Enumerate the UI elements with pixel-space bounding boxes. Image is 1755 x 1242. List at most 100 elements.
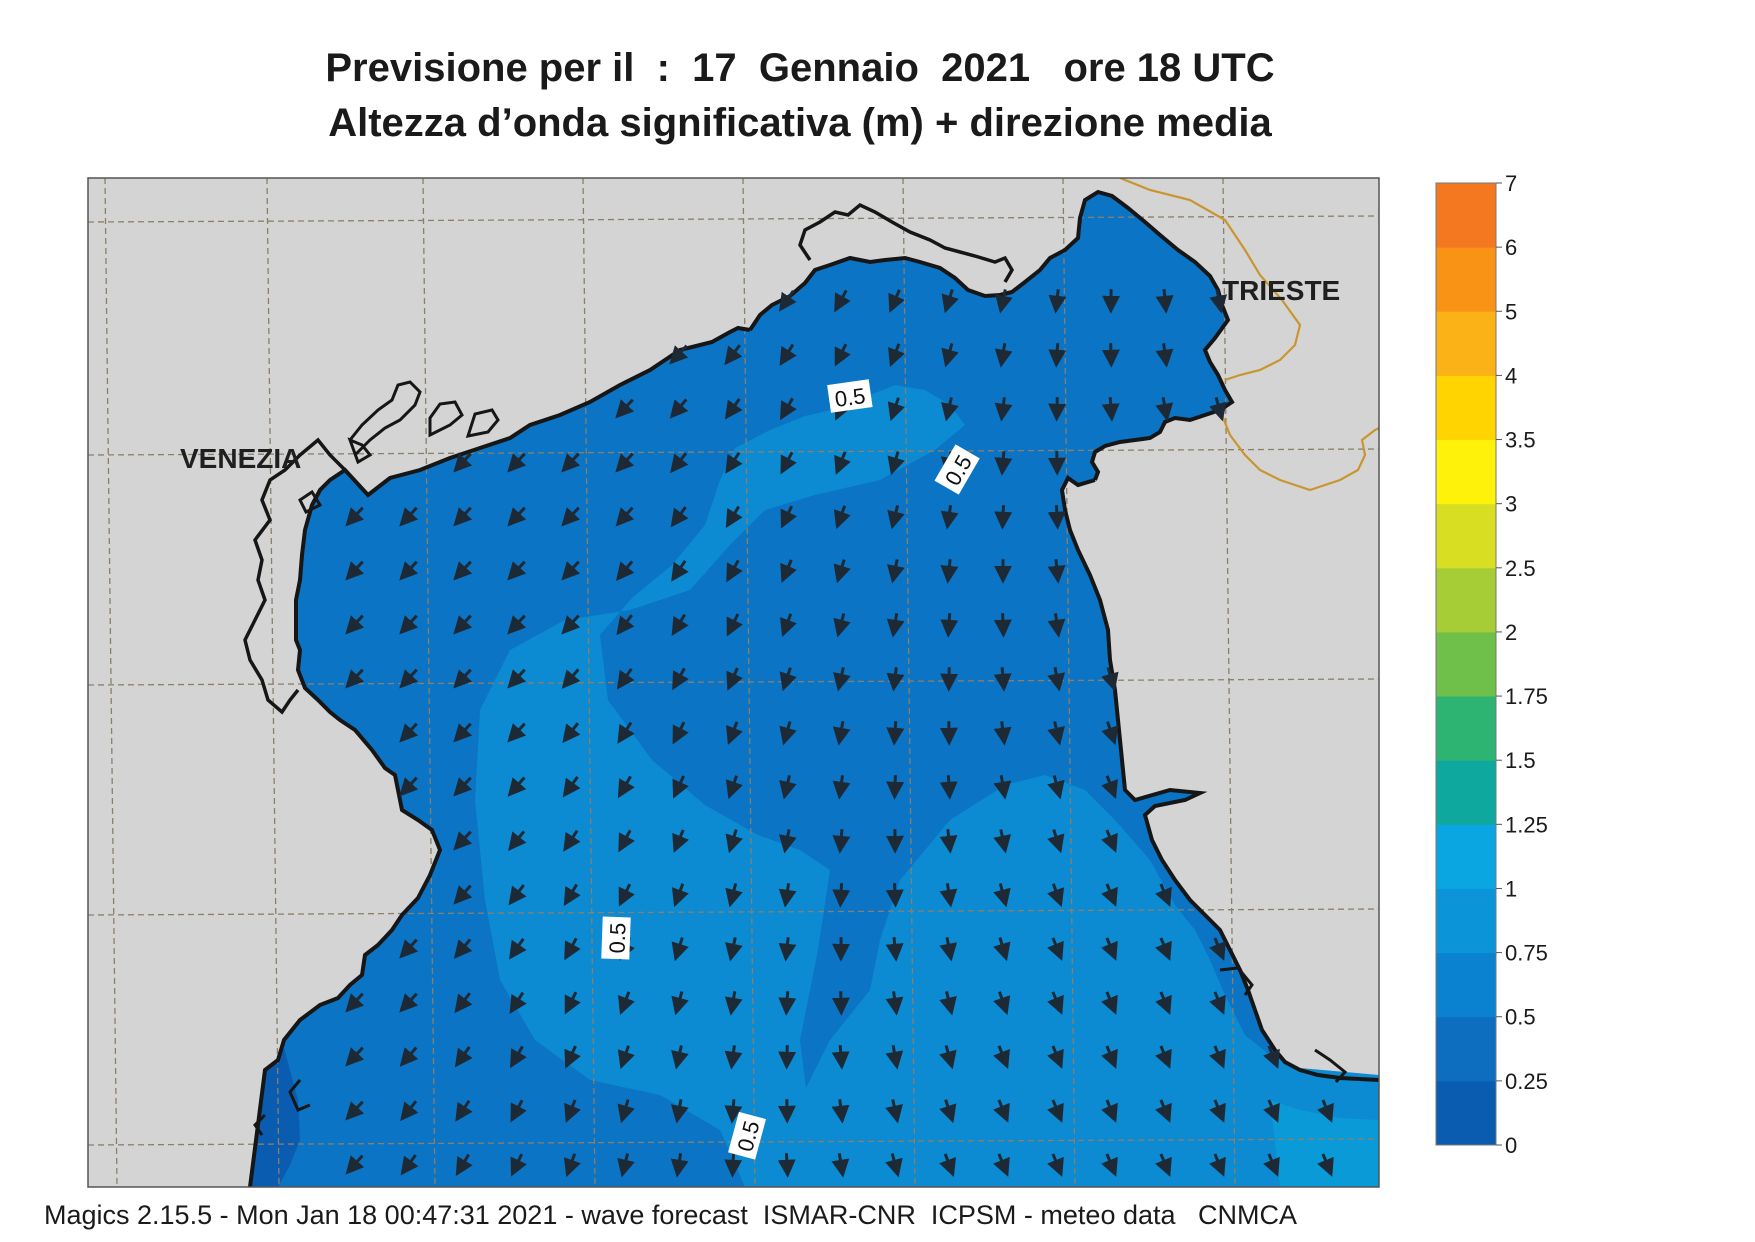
wave-direction-arrow [941, 397, 959, 422]
wave-direction-arrow [564, 937, 581, 961]
wave-direction-arrow [940, 505, 959, 530]
wave-direction-arrow [885, 1153, 903, 1178]
wave-direction-arrow [1101, 883, 1118, 907]
wave-direction-arrow [1155, 397, 1174, 422]
wave-direction-arrow [345, 992, 365, 1013]
wave-direction-arrow [725, 775, 743, 800]
legend-tick-label: 4 [1505, 363, 1517, 388]
legend-tick-label: 0.5 [1505, 1005, 1536, 1030]
wave-direction-arrow [564, 1099, 581, 1123]
wave-direction-arrow [834, 289, 851, 313]
wave-direction-arrow [670, 452, 689, 474]
wave-direction-arrow [1155, 991, 1172, 1015]
legend-swatch [1436, 567, 1496, 633]
wave-direction-arrow [670, 1153, 689, 1178]
wave-direction-arrow [671, 937, 689, 962]
wave-direction-arrow [345, 1154, 365, 1175]
wave-direction-arrow [940, 559, 959, 584]
peninsula-north [798, 202, 1015, 283]
wave-direction-arrow [672, 775, 689, 799]
wave-direction-arrow [780, 397, 797, 421]
wave-direction-arrow [724, 1153, 743, 1178]
wave-direction-arrow [725, 505, 743, 529]
wave-direction-arrow [563, 829, 581, 852]
wave-direction-arrow [563, 883, 581, 907]
contour-label-3: 0.5 [601, 916, 631, 960]
wave-direction-arrow [345, 506, 365, 527]
wave-direction-arrow [780, 505, 797, 529]
wave-direction-arrow [400, 1100, 419, 1122]
wave-direction-arrow [993, 667, 1012, 692]
legend-tick-label: 6 [1505, 235, 1517, 260]
wave-direction-arrow [1209, 1153, 1226, 1177]
sea-patch-mid [475, 385, 965, 1187]
wave-direction-arrow [1047, 721, 1065, 746]
wave-direction-arrow [509, 991, 527, 1014]
wave-direction-arrows [345, 289, 1334, 1178]
wave-direction-arrow [507, 614, 527, 635]
wave-direction-arrow [939, 883, 958, 908]
wave-direction-arrow [939, 937, 958, 962]
legend-tick-label: 1.25 [1505, 812, 1548, 837]
wave-direction-arrow [453, 776, 473, 797]
wave-direction-arrow [1209, 1045, 1226, 1069]
lagoon-outline [243, 437, 347, 715]
wave-direction-arrow [887, 451, 905, 476]
wave-direction-arrow [400, 1154, 419, 1176]
wave-direction-arrow [833, 559, 851, 584]
wave-direction-arrow [887, 505, 905, 530]
wave-direction-arrow [939, 991, 957, 1016]
wave-direction-arrow [1047, 613, 1066, 638]
wave-direction-arrow [507, 668, 527, 689]
grid-meridian [104, 178, 118, 1187]
wave-direction-arrow [616, 614, 635, 636]
wave-direction-arrow [779, 289, 797, 312]
wave-direction-arrow [508, 884, 527, 906]
wave-direction-arrow [617, 775, 635, 799]
grid-parallel [88, 908, 1379, 916]
wave-direction-arrow [885, 883, 904, 908]
wave-direction-arrow [779, 343, 797, 366]
legend-swatch [1436, 183, 1496, 248]
wave-direction-arrow [345, 614, 365, 635]
grid-meridian [266, 178, 280, 1187]
wave-direction-arrow [510, 1045, 527, 1069]
map-title-line2: Altezza d’onda significativa (m) + direz… [328, 101, 1272, 145]
wave-direction-arrow [671, 1045, 689, 1070]
wave-direction-arrow [832, 829, 851, 854]
country-border [1119, 178, 1379, 492]
wave-direction-arrow [1317, 1153, 1334, 1177]
legend-swatch [1436, 888, 1496, 954]
legend-swatch [1436, 631, 1496, 697]
wave-direction-arrow [455, 1099, 473, 1122]
wave-direction-arrow [1047, 1153, 1064, 1177]
wave-direction-arrow [993, 775, 1012, 800]
wave-direction-arrow [779, 667, 797, 692]
wave-direction-arrow [778, 991, 797, 1016]
wave-direction-arrow [834, 451, 851, 475]
wave-direction-arrow [345, 668, 365, 689]
wave-direction-arrow [562, 776, 581, 798]
wave-direction-arrow [834, 343, 851, 367]
footer-credits: Magics 2.15.5 - Mon Jan 18 00:47:31 2021… [44, 1200, 1298, 1230]
wave-direction-arrow [887, 559, 905, 584]
wave-direction-arrow [1155, 883, 1172, 907]
legend-swatch [1436, 760, 1496, 825]
place-label-trieste: TRIESTE [1222, 275, 1340, 306]
wave-direction-arrow [510, 1153, 527, 1177]
wave-direction-arrow [617, 1099, 635, 1124]
wave-direction-arrow [1101, 721, 1119, 746]
wave-direction-arrow [993, 613, 1012, 638]
wave-direction-arrow [780, 451, 797, 475]
legend-tick-label: 2 [1505, 620, 1517, 645]
svg-text:0.5: 0.5 [604, 922, 630, 953]
wave-direction-arrow [1155, 1045, 1172, 1069]
wave-direction-arrow [1263, 1045, 1280, 1069]
wave-direction-arrow [561, 506, 581, 527]
legend-frame [1435, 182, 1497, 1146]
wave-direction-arrow [939, 1153, 956, 1178]
wave-direction-arrow [670, 506, 689, 528]
wave-direction-arrow [940, 613, 959, 638]
place-label-venezia: VENEZIA [180, 443, 301, 474]
